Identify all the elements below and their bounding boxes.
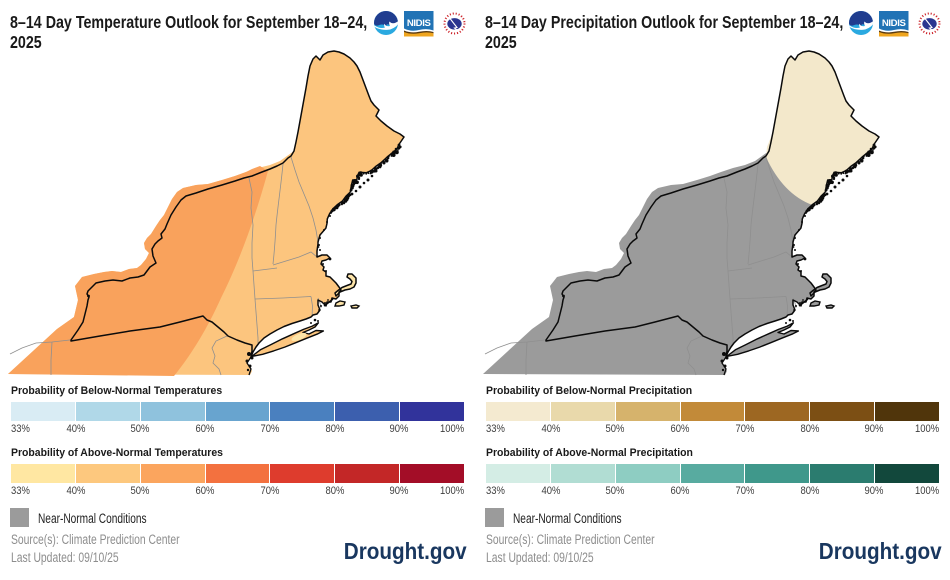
svg-text:NIDIS: NIDIS [407, 18, 432, 29]
svg-text:NIDIS: NIDIS [882, 18, 907, 29]
